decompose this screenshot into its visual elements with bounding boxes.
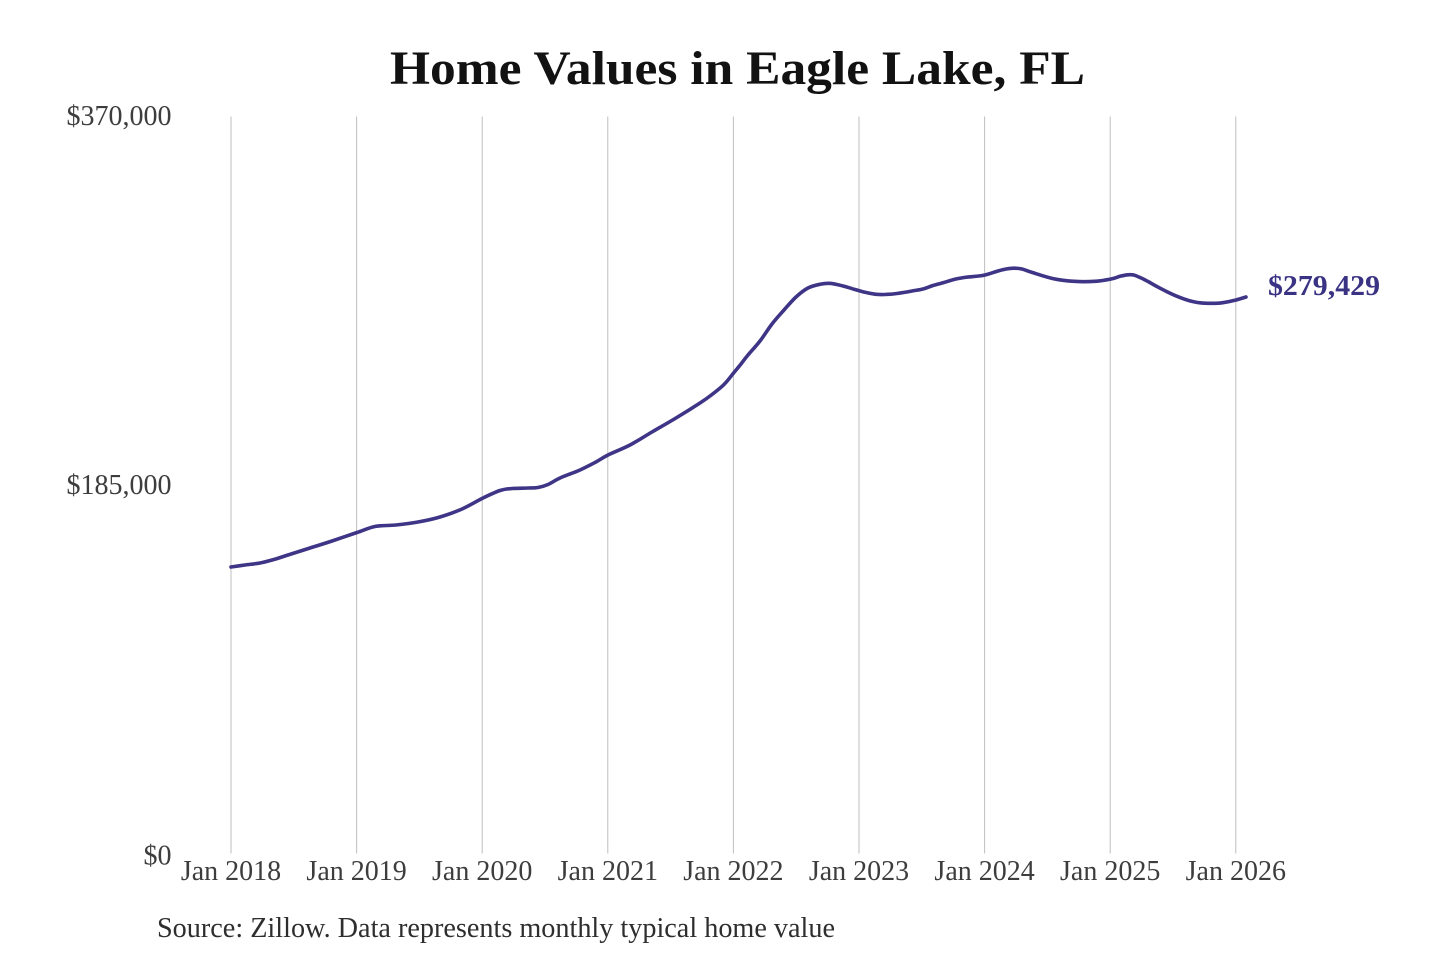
svg-text:Jan 2025: Jan 2025 <box>1060 856 1160 887</box>
svg-text:Source: Zillow. Data represent: Source: Zillow. Data represents monthly … <box>157 913 835 944</box>
svg-text:$370,000: $370,000 <box>67 101 172 132</box>
svg-text:Jan 2021: Jan 2021 <box>558 856 658 887</box>
svg-text:Jan 2019: Jan 2019 <box>306 856 406 887</box>
svg-text:Jan 2020: Jan 2020 <box>432 856 532 887</box>
svg-text:$279,429: $279,429 <box>1268 270 1380 302</box>
svg-text:Jan 2018: Jan 2018 <box>181 856 281 887</box>
svg-text:Jan 2023: Jan 2023 <box>809 856 909 887</box>
svg-text:Jan 2024: Jan 2024 <box>934 856 1034 887</box>
svg-text:Jan 2022: Jan 2022 <box>683 856 783 887</box>
svg-text:Jan 2026: Jan 2026 <box>1186 856 1286 887</box>
svg-text:Home Values in Eagle Lake, FL: Home Values in Eagle Lake, FL <box>390 42 1085 95</box>
svg-text:$0: $0 <box>144 841 172 872</box>
svg-text:$185,000: $185,000 <box>67 470 172 501</box>
